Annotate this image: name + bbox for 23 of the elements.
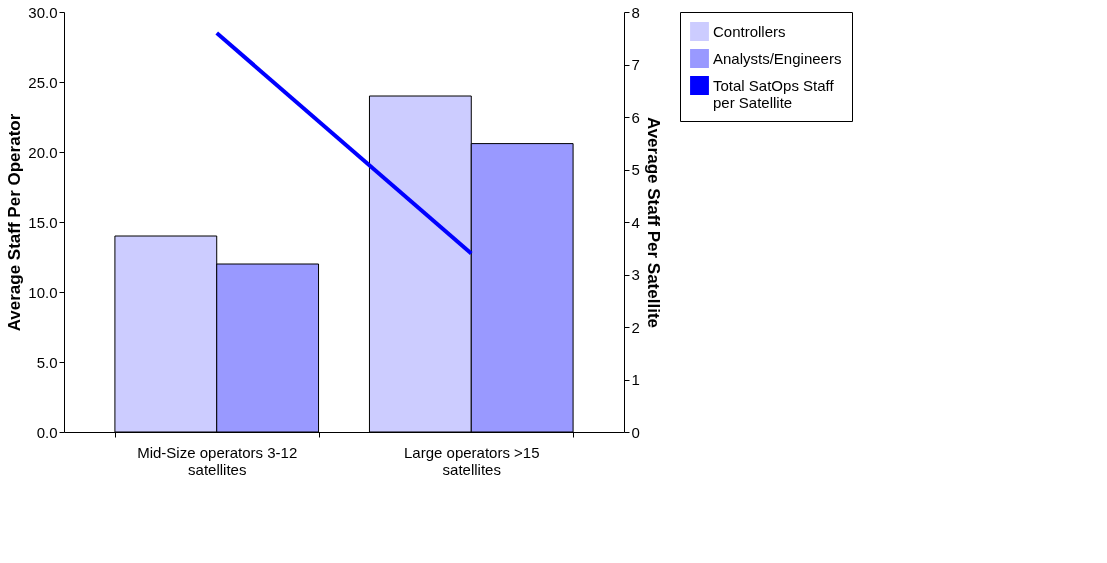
y2-tick-label: 5: [631, 161, 640, 178]
y-tick-label: 10.0: [28, 283, 58, 301]
y-tick-label: 5.0: [36, 353, 58, 371]
y2-axis-title: Average Staff Per Satellite: [643, 116, 663, 329]
y2-tick-label: 4: [631, 213, 640, 231]
y2-tick-label: 6: [631, 108, 640, 126]
y-tick-label: 20.0: [28, 143, 58, 161]
y2-tick-label: 3: [631, 266, 640, 283]
y-tick-label: 15.0: [28, 213, 58, 231]
y-tick-label: 25.0: [28, 73, 58, 91]
legend-label: Total SatOps Staff per Satellite: [713, 76, 835, 111]
y2-tick-label: 7: [631, 56, 640, 73]
y2-tick-label: 8: [631, 3, 640, 21]
y-tick-label: 30.0: [28, 3, 58, 21]
y-tick-label: 0.0: [36, 423, 58, 441]
y-axis-title: Average Staff Per Operator: [5, 113, 25, 332]
y2-tick-label: 0: [631, 423, 640, 441]
legend-label: Controllers: [713, 22, 786, 40]
x-tick-label: Large operators >15 satellites: [404, 443, 540, 478]
y2-tick-label: 2: [631, 318, 640, 336]
x-tick-label: Mid-Size operators 3-12 satellites: [137, 443, 298, 478]
legend-label: Analysts/Engineers: [713, 49, 842, 67]
y2-tick-label: 1: [631, 371, 640, 388]
